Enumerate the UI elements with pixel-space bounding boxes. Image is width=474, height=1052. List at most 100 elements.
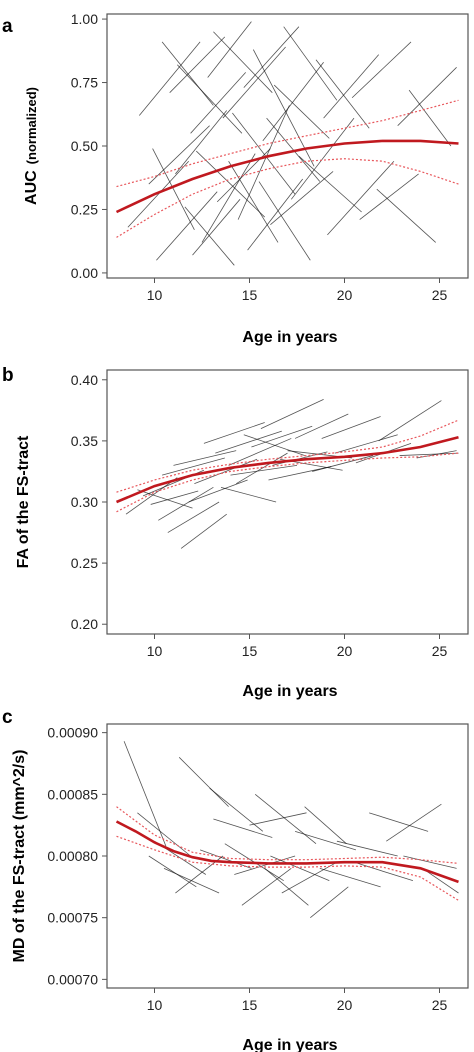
x-axis-title: Age in years: [242, 1037, 337, 1052]
subject-line: [184, 206, 235, 266]
subject-line: [294, 413, 349, 439]
subject-line: [230, 464, 298, 476]
x-tick-label: 15: [242, 643, 258, 659]
subject-line: [298, 155, 362, 213]
subject-line: [203, 422, 265, 444]
y-tick-label: 0.00090: [47, 725, 98, 741]
subject-line: [281, 861, 338, 894]
x-tick-label: 20: [337, 287, 353, 303]
subject-line: [353, 861, 414, 882]
subject-line: [167, 501, 220, 533]
panel-letter: c: [2, 707, 13, 728]
panel-letter: b: [2, 365, 14, 386]
ci-upper-curve: [116, 99, 459, 188]
ci-lower-curve: [116, 452, 459, 513]
y-axis-title-sub: (normalized): [24, 87, 39, 164]
x-tick-label: 10: [147, 643, 163, 659]
subject-line: [270, 171, 334, 225]
y-tick-label: 0.00075: [47, 910, 98, 926]
subject-line: [163, 867, 220, 894]
subject-line: [310, 886, 349, 918]
subject-line: [192, 199, 241, 256]
subject-line: [323, 54, 380, 119]
subject-line: [397, 67, 457, 126]
subject-line: [137, 812, 191, 857]
y-axis-title: FA of the FS-tract: [15, 435, 32, 568]
subject-line: [161, 41, 214, 106]
subject-line: [228, 438, 292, 466]
subject-line: [148, 855, 197, 888]
subject-line: [254, 794, 317, 844]
subject-line: [156, 191, 218, 261]
x-tick-label: 20: [337, 997, 353, 1013]
fit-curve: [115, 139, 459, 214]
y-axis-title: MD of the FS-tract (mm^2/s): [11, 750, 28, 963]
x-tick-label: 15: [242, 287, 258, 303]
subject-line: [158, 486, 214, 521]
subject-line: [283, 26, 338, 101]
subject-line: [262, 61, 324, 142]
subject-line: [294, 830, 357, 851]
plot-area: [115, 21, 459, 266]
subject-line: [408, 89, 452, 147]
y-axis-title: AUC (normalized): [23, 87, 40, 205]
panel-c: c 0.00070 0.00075 0.00080 0.00085 0.00090 10 15…: [2, 707, 469, 1052]
subject-line: [213, 818, 273, 838]
subject-line: [178, 757, 229, 807]
panel-a: a 0.00 0.25 0.50 0.75 1.00 10 15 20 25 Age in year…: [2, 11, 469, 346]
subject-line: [376, 188, 436, 243]
subject-line: [416, 450, 457, 459]
x-tick-label: 25: [432, 997, 448, 1013]
x-tick-label: 25: [432, 643, 448, 659]
subject-line: [228, 161, 279, 243]
subject-line: [327, 160, 395, 236]
x-tick-label: 20: [337, 643, 353, 659]
subject-line: [260, 398, 324, 430]
subject-line: [319, 867, 381, 888]
subject-line: [213, 31, 273, 93]
y-tick-label: 0.25: [71, 555, 98, 571]
y-tick-label: 0.75: [71, 75, 98, 91]
subject-line: [369, 812, 429, 832]
subject-line: [180, 513, 227, 549]
subject-line: [247, 178, 304, 251]
subject-line: [222, 46, 286, 119]
subject-line: [123, 741, 167, 847]
subject-line: [386, 803, 442, 842]
panel-letter: a: [2, 16, 13, 37]
subject-line: [194, 458, 258, 485]
subject-line: [152, 148, 195, 230]
subject-line: [169, 36, 226, 93]
y-tick-label: 0.20: [71, 616, 98, 632]
subject-line: [234, 855, 296, 875]
subject-line: [351, 41, 412, 99]
subject-line: [273, 84, 330, 139]
subject-line: [264, 868, 309, 906]
subject-line: [249, 812, 307, 826]
y-tick-label: 0.00080: [47, 848, 98, 864]
fit-curve: [115, 435, 459, 504]
subject-line: [196, 150, 265, 218]
subject-line: [175, 110, 228, 175]
x-tick-label: 25: [432, 287, 448, 303]
y-tick-label: 0.50: [71, 138, 98, 154]
plot-area: [115, 398, 459, 549]
subject-line: [252, 49, 315, 167]
subject-line: [161, 457, 225, 476]
subject-line: [266, 117, 321, 182]
subject-line: [315, 59, 370, 129]
ci-lower-curve: [116, 835, 459, 901]
y-tick-label: 0.00070: [47, 971, 98, 987]
subject-line: [177, 64, 243, 134]
subject-line: [378, 400, 442, 442]
subject-line: [251, 425, 313, 448]
subject-line: [334, 434, 398, 454]
subject-line: [268, 466, 332, 481]
subject-line: [304, 806, 347, 844]
y-tick-label: 1.00: [71, 11, 98, 27]
y-axis-title-main: AUC: [23, 170, 40, 205]
x-axis-title: Age in years: [242, 329, 337, 346]
subject-line: [243, 26, 300, 88]
subject-line: [138, 41, 201, 116]
